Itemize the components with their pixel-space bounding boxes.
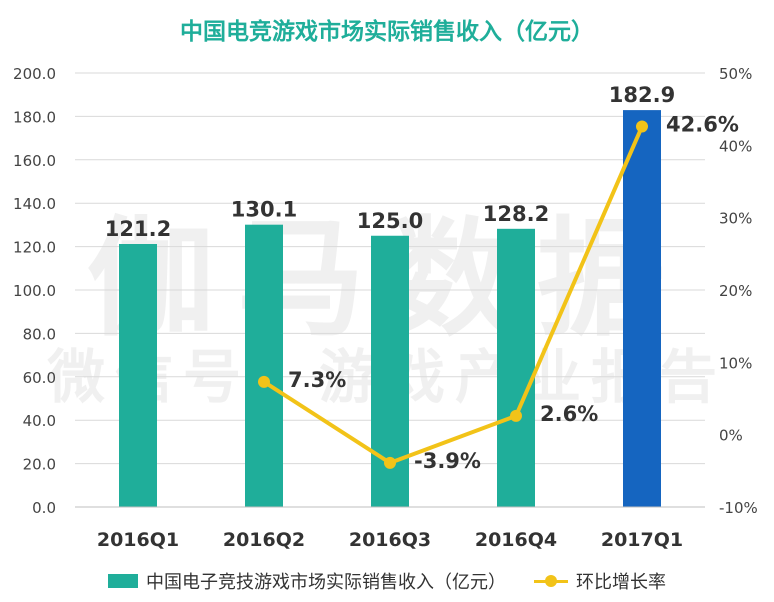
left-tick-label: 140.0 [13,195,56,213]
right-tick-label: 0% [719,427,743,445]
left-tick-label: 100.0 [13,282,56,300]
growth-point-2016Q4 [510,409,522,422]
right-tick-label: -10% [719,499,758,517]
bar-label-2016Q1: 121.2 [105,217,171,241]
left-tick-label: 80.0 [23,325,56,343]
bar-label-2016Q3: 125.0 [357,209,423,233]
bar-2017Q1 [623,110,661,508]
growth-point-2017Q1 [636,120,648,133]
bar-2016Q2 [245,224,283,508]
x-tick-label: 2016Q1 [97,529,179,551]
legend-label-revenue: 中国电子竞技游戏市场实际销售收入（亿元） [146,572,506,593]
right-tick-label: 30% [719,210,752,228]
left-tick-label: 200.0 [13,65,56,83]
legend-label-growth: 环比增长率 [576,572,666,593]
x-tick-label: 2016Q4 [475,529,557,551]
x-tick-label: 2016Q2 [223,529,305,551]
growth-point-2016Q2 [258,375,270,388]
bar-value-labels: 121.2 130.1 125.0 128.2 182.9 [105,83,675,241]
legend-line-swatch [534,574,568,588]
growth-line [262,125,644,465]
left-tick-label: 20.0 [23,456,56,474]
bar-label-2016Q2: 130.1 [231,198,297,222]
line-series [258,120,648,469]
bar-2016Q1 [119,243,157,507]
right-tick-label: 20% [719,282,752,300]
right-tick-label: 10% [719,354,752,372]
left-tick-label: 180.0 [13,108,56,126]
left-tick-label: 0.0 [32,499,56,517]
x-axis: 2016Q1 2016Q2 2016Q3 2016Q4 2017Q1 [75,506,705,551]
legend-item-revenue: 中国电子竞技游戏市场实际销售收入（亿元） [108,568,506,594]
right-tick-label: 50% [719,65,752,83]
left-tick-label: 40.0 [23,412,56,430]
right-axis: -10% 0% 10% 20% 30% 40% 50% [719,65,758,517]
bar-2016Q4 [497,228,535,507]
legend: 中国电子竞技游戏市场实际销售收入（亿元） 环比增长率 [0,568,774,594]
left-axis: 0.0 20.0 40.0 60.0 80.0 100.0 120.0 140.0 160.0 1… [13,65,56,517]
bar-series [119,110,661,508]
x-tick-label: 2016Q3 [349,529,431,551]
growth-label-2017Q1: 42.6% [666,113,739,137]
bar-label-2016Q4: 128.2 [483,202,549,226]
chart-title: 中国电竞游戏市场实际销售收入（亿元） [180,19,594,45]
legend-item-growth: 环比增长率 [534,568,666,594]
growth-point-2016Q3 [384,456,396,469]
line-value-labels: 7.3% -3.9% 2.6% 42.6% [288,113,739,473]
right-tick-label: 40% [719,137,752,155]
growth-label-2016Q4: 2.6% [540,402,598,426]
left-tick-label: 120.0 [13,239,56,257]
legend-bar-swatch [108,574,138,588]
growth-label-2016Q2: 7.3% [288,368,346,392]
bar-label-2017Q1: 182.9 [609,83,675,107]
left-tick-label: 60.0 [23,369,56,387]
left-tick-label: 160.0 [13,152,56,170]
growth-label-2016Q3: -3.9% [414,449,481,473]
x-tick-label: 2017Q1 [601,529,683,551]
